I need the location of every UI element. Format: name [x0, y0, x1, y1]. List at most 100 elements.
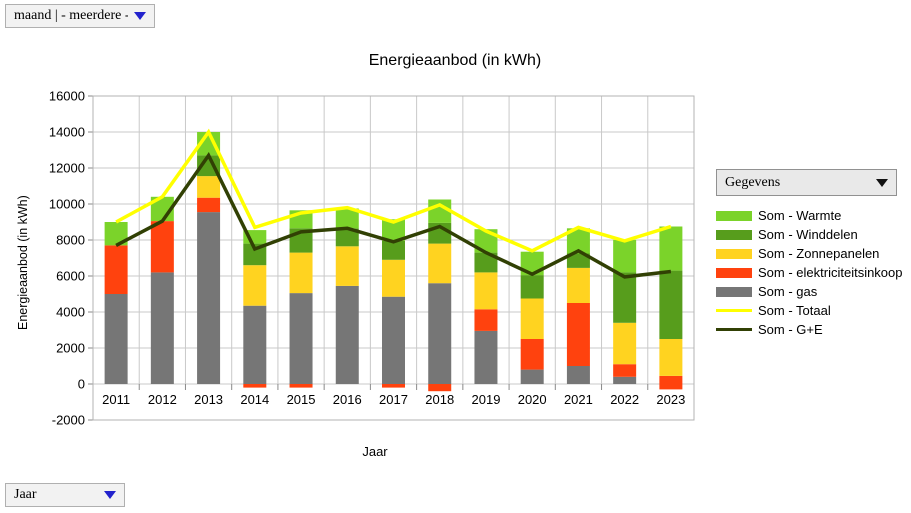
bar-segment [566, 253, 590, 268]
svg-text:10000: 10000 [49, 197, 85, 212]
bar-segment [104, 245, 128, 294]
bar-segment [335, 208, 359, 229]
legend-item-totaal: Som - Totaal [716, 301, 906, 320]
bar-segment [659, 226, 683, 271]
legend-item-winddelen: Som - Winddelen [716, 225, 906, 244]
bar-segment [243, 305, 267, 384]
bars-group [104, 132, 683, 392]
bar-segment [566, 228, 590, 254]
x-axis-title: Jaar [362, 444, 388, 459]
bar-segment [197, 176, 221, 198]
bar-segment [566, 366, 590, 384]
svg-text:2023: 2023 [656, 392, 685, 407]
bar-segment [289, 252, 313, 294]
bar-segment [520, 339, 544, 370]
svg-text:12000: 12000 [49, 161, 85, 176]
legend-item-gas: Som - gas [716, 282, 906, 301]
zonnepanelen-swatch [716, 248, 752, 259]
bar-segment [613, 240, 637, 273]
plot-frame [92, 95, 695, 421]
svg-text:6000: 6000 [56, 269, 85, 284]
bar-segment [150, 272, 174, 384]
svg-text:2021: 2021 [564, 392, 593, 407]
bar-segment [613, 364, 637, 377]
month-filter-value: maand | - meerdere - [14, 8, 128, 23]
year-filter-select[interactable]: Jaar [5, 483, 125, 507]
bar-segment [335, 246, 359, 286]
bar-segment [335, 285, 359, 384]
bar-segment [566, 303, 590, 366]
svg-text:-2000: -2000 [52, 413, 85, 428]
bar-segment [659, 339, 683, 376]
svg-text:2013: 2013 [194, 392, 223, 407]
svg-text:0: 0 [78, 377, 85, 392]
totaal-swatch [716, 309, 752, 312]
bar-segment [104, 222, 128, 246]
bar-segment [382, 296, 405, 384]
line-series [115, 128, 672, 253]
elektriciteitsinkoop-swatch [716, 267, 752, 278]
bar-segment [382, 240, 405, 260]
winddelen-swatch [716, 229, 752, 240]
chart-legend: Som - Warmte Som - Winddelen Som - Zonne… [716, 206, 906, 339]
bar-segment [566, 267, 590, 303]
svg-text:2014: 2014 [240, 392, 269, 407]
bar-segment [243, 243, 267, 266]
x-axis-labels: 2011 2012 2013 2014 2015 2016 2017 2018 2019 2020… [102, 392, 685, 407]
legend-item-elektriciteitsinkoop: Som - elektriciteitsinkoop [716, 263, 906, 282]
gegevens-select[interactable]: Gegevens [716, 169, 897, 196]
bar-segment-negative [243, 384, 267, 388]
bar-segment [335, 228, 359, 247]
g-e-swatch [716, 328, 752, 331]
bar-segment [197, 197, 221, 213]
bar-segment [382, 259, 405, 297]
bar-segment [197, 212, 221, 384]
svg-text:2017: 2017 [379, 392, 408, 407]
svg-text:2022: 2022 [610, 392, 639, 407]
bar-segment [613, 322, 637, 365]
bar-segment [428, 283, 452, 384]
bar-segment [520, 298, 544, 339]
bar-segment [474, 272, 498, 310]
bar-segment [382, 219, 405, 241]
bar-segment-negative [428, 384, 452, 392]
svg-text:2019: 2019 [472, 392, 501, 407]
svg-text:2000: 2000 [56, 341, 85, 356]
line-series [115, 151, 672, 279]
svg-text:2015: 2015 [287, 392, 316, 407]
chevron-down-icon [104, 491, 116, 499]
gegevens-select-value: Gegevens [725, 174, 781, 190]
svg-text:4000: 4000 [56, 305, 85, 320]
svg-text:14000: 14000 [49, 125, 85, 140]
year-filter-value: Jaar [14, 487, 37, 502]
svg-text:16000: 16000 [49, 89, 85, 104]
bar-segment [474, 252, 498, 273]
legend-item-warmte: Som - Warmte [716, 206, 906, 225]
chevron-down-icon [876, 178, 888, 187]
bar-segment [104, 294, 128, 384]
bar-segment [428, 243, 452, 284]
bar-segment-negative [289, 384, 313, 388]
chart-title: Energieaanbod (in kWh) [368, 52, 542, 69]
bar-segment [243, 265, 267, 306]
svg-text:2016: 2016 [333, 392, 362, 407]
svg-text:2011: 2011 [102, 392, 130, 407]
chevron-down-icon [134, 12, 146, 20]
bar-segment [150, 221, 174, 273]
bar-segment [474, 309, 498, 331]
bar-segment [520, 369, 544, 384]
svg-text:2018: 2018 [425, 392, 454, 407]
svg-text:2012: 2012 [148, 392, 177, 407]
warmte-swatch [716, 210, 752, 221]
bar-segment [520, 251, 544, 276]
bar-segment [659, 375, 683, 384]
bar-segment [289, 293, 313, 384]
legend-item-zonnepanelen: Som - Zonnepanelen [716, 244, 906, 263]
month-filter-select[interactable]: maand | - meerdere - [5, 4, 155, 28]
svg-text:8000: 8000 [56, 233, 85, 248]
bar-segment [613, 376, 637, 384]
legend-item-g-e: Som - G+E [716, 320, 906, 339]
gas-swatch [716, 286, 752, 297]
y-grid-and-ticks: -2000 0 2000 4000 6000 8000 10000 12000 14000 160… [49, 89, 694, 428]
bar-segment [659, 270, 683, 339]
